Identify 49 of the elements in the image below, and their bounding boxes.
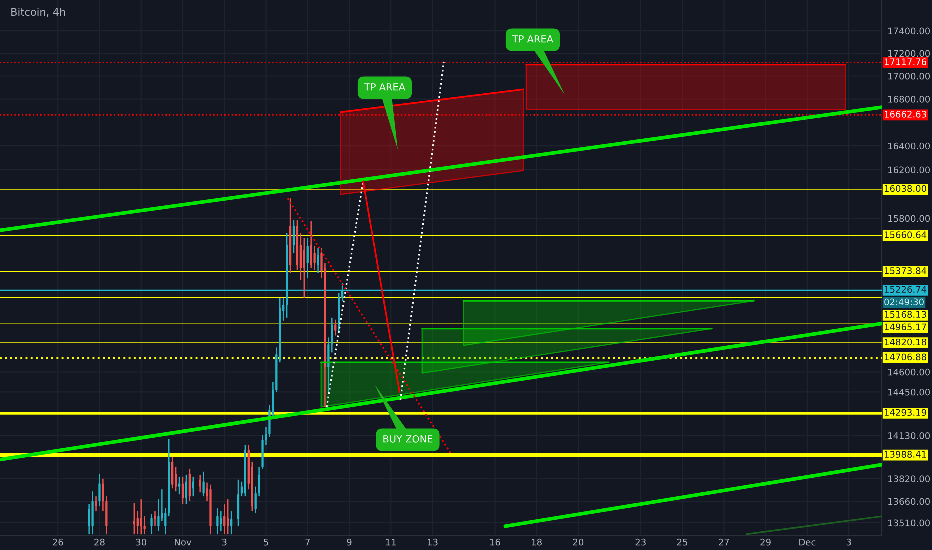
y-tick-label: 15800.00	[888, 215, 930, 222]
y-tick-label: 14450.00	[888, 388, 930, 396]
y-tick-label: 17200.00	[888, 50, 930, 58]
ref-line-label: 13988.41	[884, 451, 926, 458]
x-tick-label: 25	[677, 538, 688, 546]
x-tick-label: 30	[136, 538, 147, 546]
y-tick-label: 16400.00	[888, 142, 930, 150]
x-tick-label: Dec	[800, 539, 816, 546]
ref-line-label: 16038.00	[884, 185, 926, 192]
ref-line-label: 14293.19	[884, 409, 926, 416]
ref-line-label: 15373.84	[884, 268, 927, 274]
x-tick-label: 28	[94, 538, 105, 546]
x-tick-label: 26	[53, 538, 64, 546]
x-tick-label: 23	[636, 538, 646, 546]
ref-line-label: 14706.88	[884, 354, 926, 361]
y-tick-label: 13820.00	[888, 476, 930, 482]
y-tick-label: 14130.00	[888, 432, 930, 440]
x-tick-label: 29	[760, 538, 771, 546]
x-tick-label: 5	[264, 539, 268, 546]
annotation: BUY ZONE	[384, 435, 433, 443]
ref-line-label: 14965.17	[884, 324, 926, 331]
ref-line-label: 15168.13	[884, 311, 926, 318]
annotation: TP AREA	[364, 84, 406, 91]
text: Bitcoin, 4h	[12, 8, 66, 18]
ref-line-label: 15226.74	[884, 286, 927, 294]
ref-line-label: 16662.63	[884, 111, 926, 118]
ref-line-label: 17117.76	[884, 58, 927, 66]
x-tick-label: 11	[386, 539, 396, 546]
x-tick-label: 16	[490, 538, 500, 546]
y-tick-label: 17000.00	[888, 72, 930, 80]
x-tick-label: 3	[222, 538, 227, 546]
x-tick-label: 18	[532, 538, 542, 546]
text: 02:49:30	[884, 298, 924, 306]
ref-line-label: 15660.64	[884, 232, 927, 238]
x-tick-label: 7	[306, 539, 310, 546]
ref-line-label: 14820.18	[884, 338, 926, 346]
y-tick-label: 16800.00	[888, 96, 930, 103]
x-tick-label: 9	[347, 538, 352, 546]
x-tick-label: Nov	[175, 539, 192, 546]
x-tick-label: 3	[846, 538, 852, 546]
x-tick-label: 27	[719, 538, 730, 546]
x-tick-label: 13	[428, 538, 438, 546]
x-tick-label: 20	[573, 538, 584, 546]
y-tick-label: 13510.00	[888, 520, 930, 527]
annotation: TP AREA	[512, 36, 554, 43]
y-tick-label: 17400.00	[888, 28, 930, 35]
y-tick-label: 13660.00	[888, 498, 930, 506]
y-tick-label: 14600.00	[888, 368, 930, 376]
y-tick-label: 16200.00	[888, 166, 930, 174]
